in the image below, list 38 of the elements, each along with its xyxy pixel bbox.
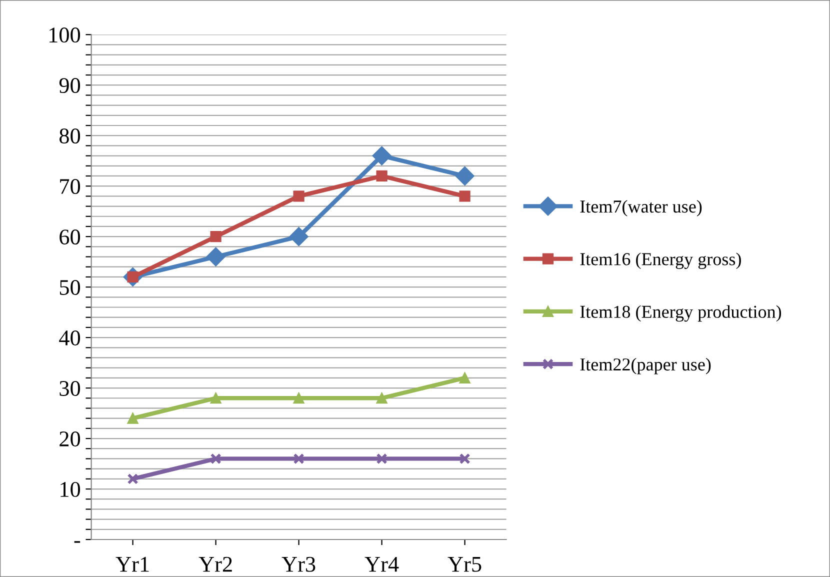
point (293, 392, 304, 404)
point (127, 473, 138, 484)
y-tick-label: 90 (59, 78, 80, 94)
y-tick-label: 30 (60, 380, 80, 396)
point (372, 146, 392, 166)
point (293, 453, 304, 464)
x-tick-label: Yr3 (282, 556, 316, 572)
point (376, 170, 388, 182)
x-tick-label: Yr5 (448, 557, 482, 572)
point (206, 247, 226, 266)
y-tick-label: 40 (59, 330, 80, 346)
point (210, 231, 222, 242)
y-tick-label: 100 (50, 28, 80, 43)
point (459, 453, 470, 464)
x-tick-label: Yr1 (116, 556, 149, 572)
y-tick-label: 50 (60, 280, 80, 295)
y-tick-label: 20 (60, 431, 80, 446)
point (459, 190, 470, 202)
point (210, 453, 222, 464)
y-tick-label: 60 (60, 230, 80, 244)
legend-label: Item22(paper use) (580, 358, 711, 374)
legend-label: Item16 (Energy gross) (580, 252, 741, 269)
point (127, 412, 138, 424)
x-tick-label: Yr4 (364, 556, 399, 572)
point (210, 392, 222, 404)
x-tick-label: Yr2 (198, 556, 232, 572)
point (289, 227, 308, 246)
legend-label: Item18 (Energy production) (580, 305, 782, 322)
y-tick-label: 10 (60, 482, 80, 497)
point (376, 453, 388, 464)
point (455, 166, 474, 186)
y-tick-label: - (74, 541, 80, 543)
y-tick-label: 70 (60, 179, 80, 194)
point (376, 392, 388, 404)
legend-label: Item7(water use) (580, 200, 702, 216)
point (459, 372, 470, 384)
point (293, 190, 304, 202)
y-tick-label: 80 (60, 128, 80, 144)
